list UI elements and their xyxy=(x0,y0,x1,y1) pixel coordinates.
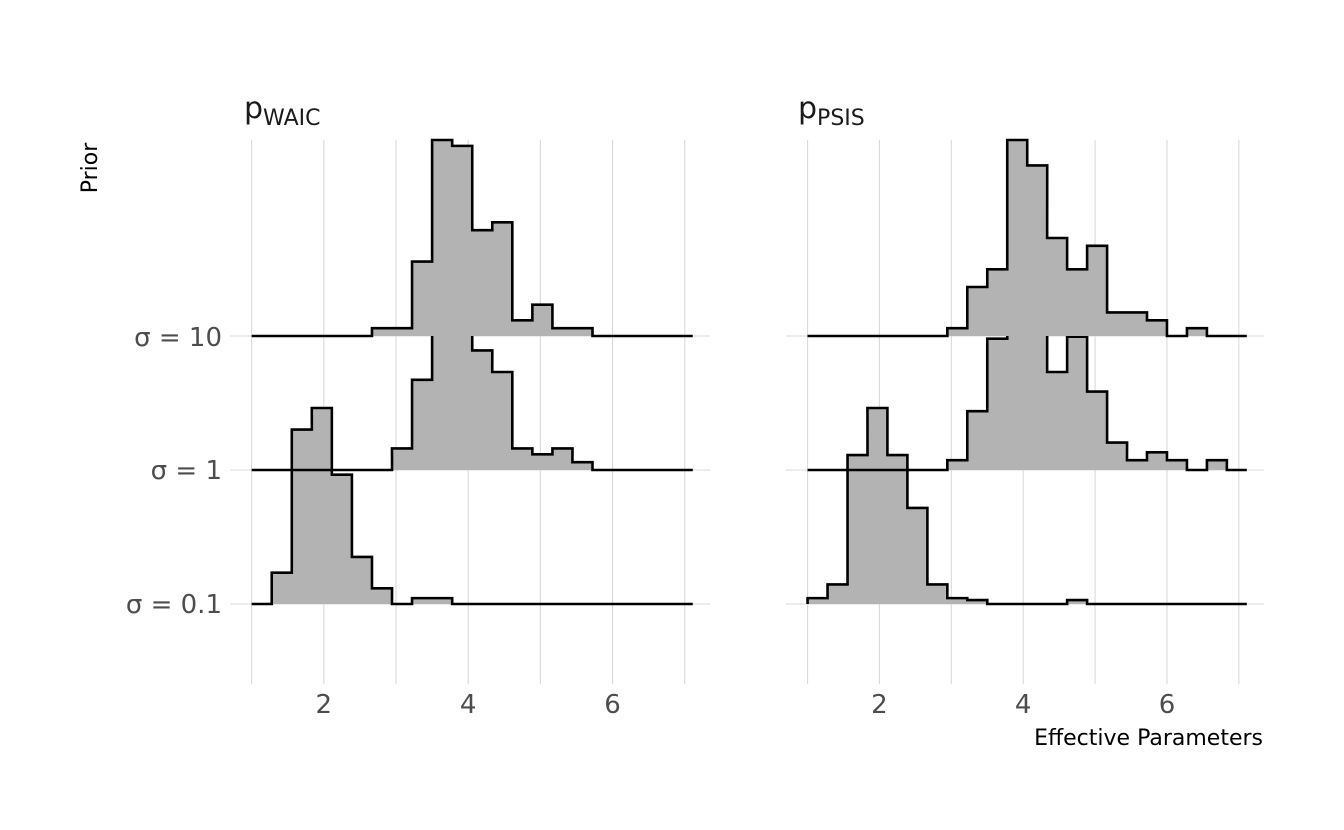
histogram-bar xyxy=(552,328,574,336)
histogram-bar xyxy=(1067,600,1088,604)
histogram-bar xyxy=(1107,312,1128,336)
histogram-bar xyxy=(1126,312,1148,336)
histogram-bar xyxy=(492,222,513,336)
histogram-bar xyxy=(967,600,988,604)
histogram-bar xyxy=(432,598,453,604)
histogram--10 xyxy=(807,138,1247,338)
panel-p-waic: 2 4 6 pWAIC xyxy=(230,91,710,720)
histogram-bar xyxy=(391,448,413,470)
histograms xyxy=(806,138,1247,606)
histogram-outline xyxy=(251,406,693,606)
panel-title-main: p xyxy=(798,91,817,126)
x-tick-label: 2 xyxy=(316,690,333,720)
histogram-bar xyxy=(512,320,533,336)
histogram-bar xyxy=(532,454,554,470)
histogram-bar xyxy=(291,429,313,604)
histogram-bar xyxy=(452,145,473,336)
histogram-bar xyxy=(472,230,493,336)
histogram-bar xyxy=(512,448,533,470)
histogram-outline xyxy=(251,286,693,472)
histogram-bar xyxy=(967,287,988,336)
histogram-bar xyxy=(412,379,433,470)
x-tick-label: 4 xyxy=(1015,690,1032,720)
y-axis-tick-labels: σ = 0.1 σ = 1 σ = 10 xyxy=(126,323,222,620)
histogram-bar xyxy=(371,328,393,336)
histogram-bar xyxy=(472,350,493,470)
histogram-bar xyxy=(867,408,889,604)
histogram-bar xyxy=(987,269,1008,336)
histogram-bar xyxy=(947,598,968,604)
histogram-bar xyxy=(492,372,513,470)
histogram-bar xyxy=(552,448,574,470)
histogram-bar xyxy=(947,460,968,470)
y-tick-label-sigma-0-1: σ = 0.1 xyxy=(126,590,222,620)
histogram-bar xyxy=(1067,269,1088,336)
histogram--0-1 xyxy=(251,406,693,606)
histogram-bar xyxy=(1047,372,1068,470)
histogram-outline xyxy=(807,138,1247,338)
histogram-bar xyxy=(907,507,928,604)
histogram-bar xyxy=(532,304,554,336)
grid-lines: 2 4 6 xyxy=(230,140,710,720)
histogram--10 xyxy=(251,138,693,338)
histogram-bar xyxy=(987,338,1008,470)
histogram-bar xyxy=(847,455,869,604)
histogram-bar xyxy=(827,584,849,604)
x-tick-label: 6 xyxy=(604,690,621,720)
histogram-bar xyxy=(807,598,829,604)
x-tick-label: 4 xyxy=(460,690,477,720)
histogram-bar xyxy=(947,328,968,336)
histogram-bar xyxy=(967,411,988,470)
x-tick-label: 2 xyxy=(871,690,888,720)
histogram-bar xyxy=(1146,320,1168,336)
histogram-bar xyxy=(1047,238,1068,336)
histogram-bar xyxy=(412,261,433,336)
histogram--0-1 xyxy=(806,406,1247,606)
histogram-bar xyxy=(412,598,433,604)
histogram-bar xyxy=(1206,460,1228,470)
x-axis-title: Effective Parameters xyxy=(1034,726,1263,751)
histogram-bar xyxy=(1186,328,1208,336)
x-tick-label: 6 xyxy=(1159,690,1176,720)
histogram-bar xyxy=(887,455,909,604)
histogram-outline xyxy=(807,272,1247,472)
histograms xyxy=(251,138,693,606)
y-axis-title: Prior xyxy=(78,142,103,193)
histogram-bar xyxy=(1107,442,1128,470)
histogram-bar xyxy=(1007,140,1028,336)
panel-title-main: p xyxy=(244,91,263,126)
histogram-bar xyxy=(572,462,594,470)
panel-title-p-waic: pWAIC xyxy=(244,91,321,131)
histogram-bar xyxy=(927,584,948,604)
histogram-bar xyxy=(1146,452,1168,470)
histogram-outline xyxy=(806,406,1247,606)
histogram-bar xyxy=(311,408,333,604)
y-tick-label-sigma-1: σ = 1 xyxy=(151,456,222,486)
histogram-bar xyxy=(351,556,373,604)
histogram-bar xyxy=(331,474,353,604)
histogram-bar xyxy=(1067,336,1088,470)
histogram-bar xyxy=(391,328,413,336)
histogram-bar xyxy=(1027,165,1048,336)
histogram-bar xyxy=(271,572,293,604)
histogram-bar xyxy=(1087,391,1108,470)
panel-title-sub: PSIS xyxy=(817,106,865,131)
y-tick-label-sigma-10: σ = 10 xyxy=(134,323,222,353)
panel-title-p-psis: pPSIS xyxy=(798,91,865,131)
histogram-bar xyxy=(1087,245,1108,336)
histogram-bar xyxy=(432,295,453,470)
histogram-bar xyxy=(1126,460,1148,470)
histogram-bar xyxy=(371,588,393,604)
histogram-bar xyxy=(572,328,594,336)
panel-title-sub: WAIC xyxy=(263,106,320,131)
histogram-bar xyxy=(432,140,453,336)
panel-p-psis: 2 4 6 pPSIS xyxy=(786,91,1264,720)
histogram-bar xyxy=(1166,460,1188,470)
histogram-outline xyxy=(251,138,693,338)
